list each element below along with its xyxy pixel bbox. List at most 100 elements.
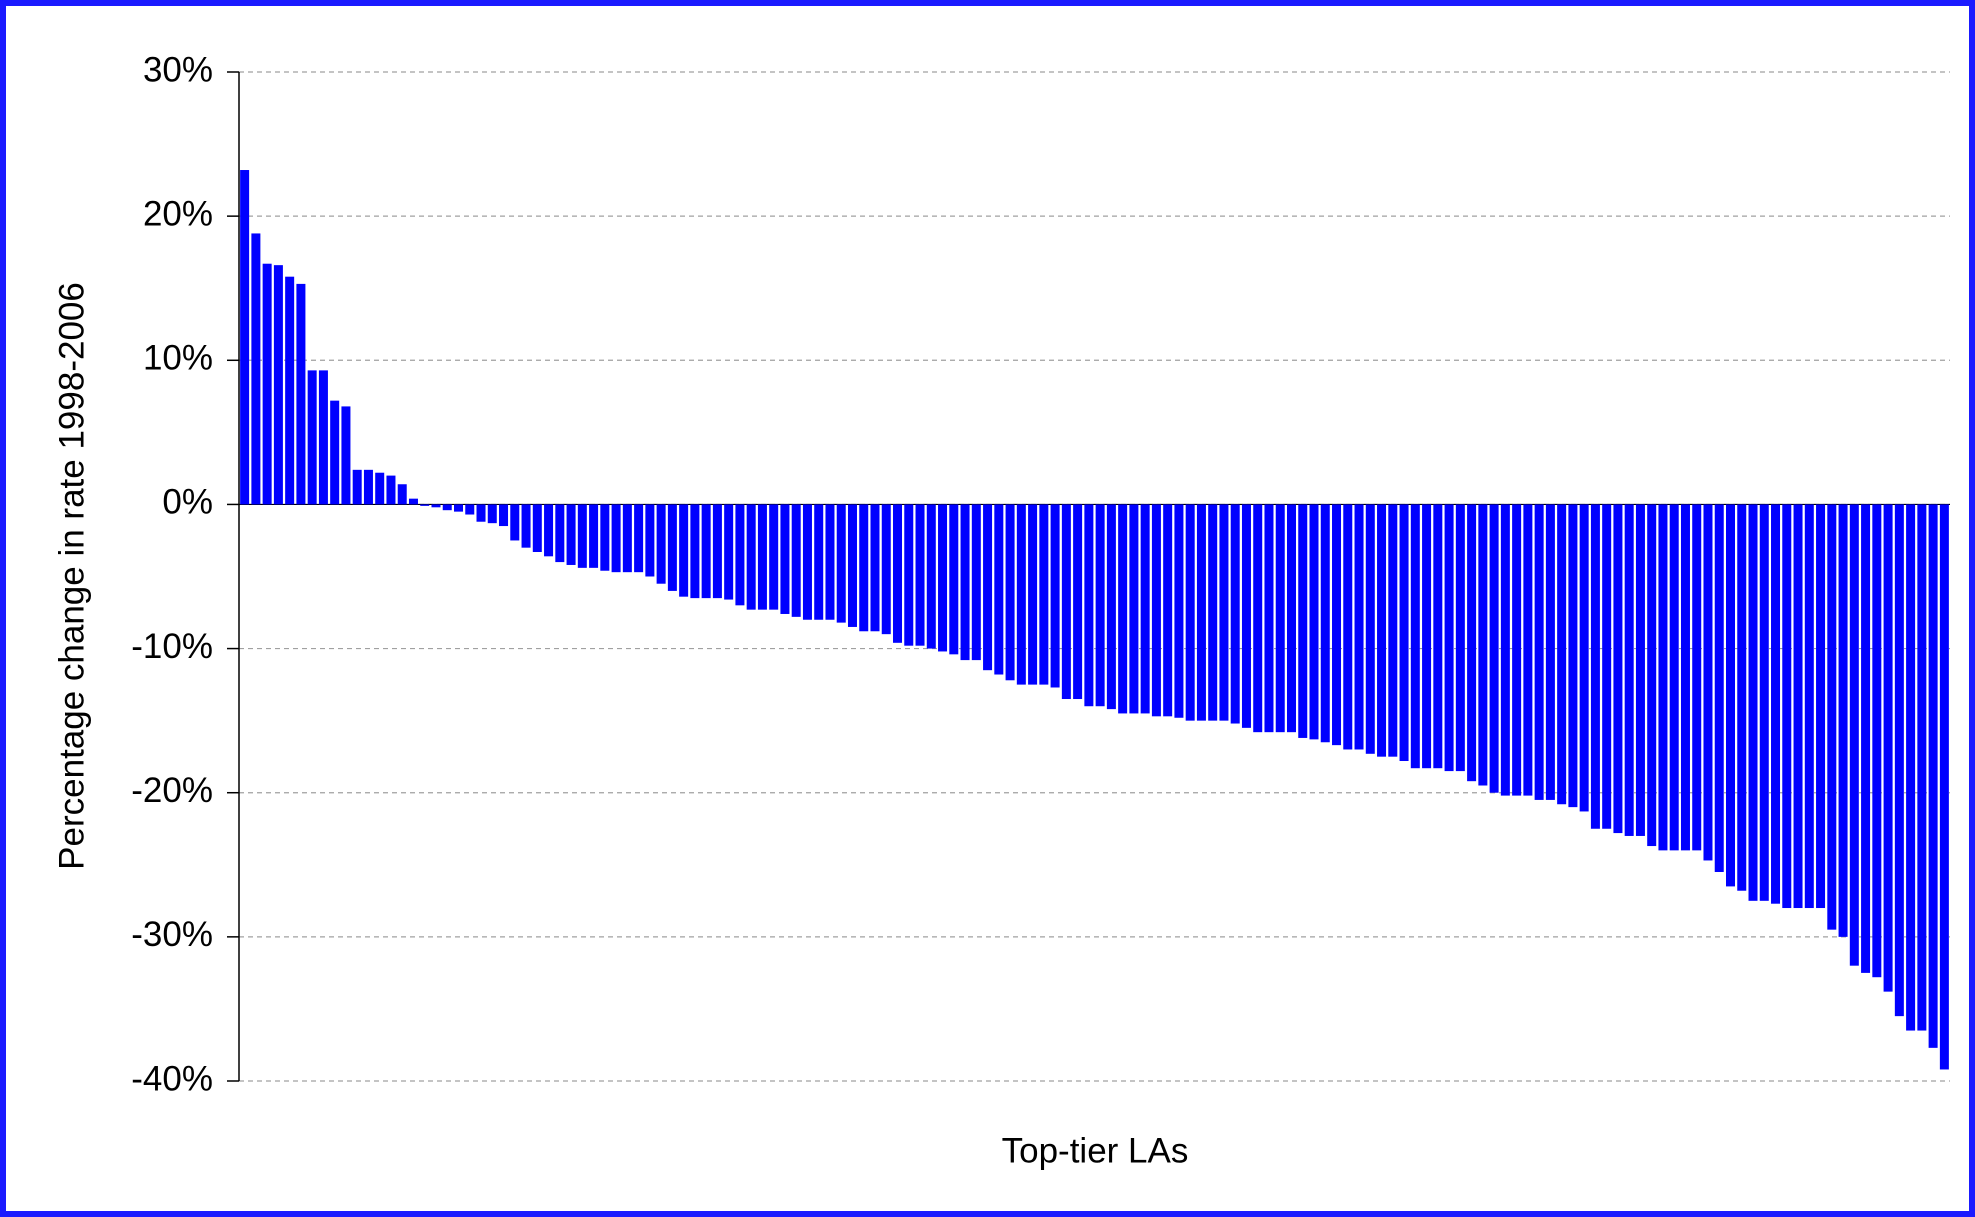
bar bbox=[1658, 504, 1668, 851]
bar bbox=[273, 265, 283, 505]
bar bbox=[847, 504, 857, 627]
bar bbox=[420, 504, 430, 506]
bar bbox=[397, 484, 407, 505]
bar bbox=[960, 504, 970, 661]
bar bbox=[1455, 504, 1465, 772]
bar bbox=[1793, 504, 1803, 909]
bar bbox=[1444, 504, 1454, 772]
bar bbox=[1804, 504, 1814, 909]
bar bbox=[1196, 504, 1206, 721]
bar bbox=[521, 504, 531, 548]
bar bbox=[1388, 504, 1398, 757]
bar bbox=[1073, 504, 1083, 700]
bar bbox=[1714, 504, 1724, 872]
bar bbox=[1106, 504, 1116, 710]
bar bbox=[1816, 504, 1826, 909]
bar bbox=[994, 504, 1004, 675]
bar bbox=[769, 504, 779, 610]
bar bbox=[1917, 504, 1927, 1031]
y-tick-label: -30% bbox=[131, 915, 213, 954]
bar bbox=[1703, 504, 1713, 861]
bar bbox=[1422, 504, 1432, 769]
bar bbox=[1512, 504, 1522, 796]
bar bbox=[1230, 504, 1240, 724]
bar bbox=[1253, 504, 1263, 733]
bar bbox=[735, 504, 745, 606]
bar bbox=[1467, 504, 1477, 782]
y-tick-label: -20% bbox=[131, 771, 213, 810]
bar bbox=[780, 504, 790, 614]
bar bbox=[1849, 504, 1859, 966]
y-tick-label: 0% bbox=[162, 483, 213, 522]
bar bbox=[622, 504, 632, 573]
bar bbox=[656, 504, 666, 584]
y-tick-label: -10% bbox=[131, 627, 213, 666]
bar bbox=[791, 504, 801, 617]
bar bbox=[971, 504, 981, 661]
bar bbox=[679, 504, 689, 597]
bar bbox=[1759, 504, 1769, 901]
bar bbox=[983, 504, 993, 671]
bar bbox=[881, 504, 891, 635]
bar bbox=[1872, 504, 1882, 978]
bar bbox=[634, 504, 644, 573]
bar bbox=[1771, 504, 1781, 904]
bar bbox=[1635, 504, 1645, 836]
bar bbox=[1354, 504, 1364, 750]
bar bbox=[1557, 504, 1567, 805]
bar bbox=[757, 504, 767, 610]
bar bbox=[1692, 504, 1702, 851]
bar bbox=[1748, 504, 1758, 901]
bar bbox=[1782, 504, 1792, 909]
bar bbox=[262, 263, 272, 505]
bar bbox=[746, 504, 756, 610]
bar bbox=[1906, 504, 1916, 1031]
bar bbox=[926, 504, 936, 649]
bar bbox=[330, 400, 340, 505]
bar bbox=[949, 504, 959, 655]
bar bbox=[442, 504, 452, 511]
bar bbox=[1725, 504, 1735, 887]
x-axis-title: Top-tier LAs bbox=[1002, 1131, 1189, 1170]
y-tick-label: 10% bbox=[143, 339, 213, 378]
bar bbox=[893, 504, 903, 643]
bar bbox=[363, 469, 373, 505]
bar bbox=[1365, 504, 1375, 754]
bar bbox=[1140, 504, 1150, 714]
bar bbox=[1489, 504, 1499, 793]
bar bbox=[1151, 504, 1161, 717]
bar bbox=[1928, 504, 1938, 1048]
bar bbox=[938, 504, 948, 652]
bar bbox=[1838, 504, 1848, 937]
bar bbox=[1039, 504, 1049, 685]
bar bbox=[1005, 504, 1015, 681]
bar bbox=[701, 504, 711, 599]
bar bbox=[1579, 504, 1589, 812]
bar bbox=[1050, 504, 1060, 688]
bar bbox=[1523, 504, 1533, 796]
bar bbox=[645, 504, 655, 577]
bar bbox=[1410, 504, 1420, 769]
bar bbox=[240, 170, 250, 505]
y-tick-label: -40% bbox=[131, 1059, 213, 1098]
bar bbox=[251, 233, 261, 505]
bar bbox=[915, 504, 925, 646]
bar bbox=[1545, 504, 1555, 800]
bar bbox=[1939, 504, 1949, 1070]
bar bbox=[1118, 504, 1128, 714]
bar bbox=[375, 472, 385, 505]
bar bbox=[476, 504, 486, 522]
bar bbox=[510, 504, 520, 541]
bar bbox=[1613, 504, 1623, 834]
bar bbox=[544, 504, 554, 557]
bar bbox=[1894, 504, 1904, 1017]
bar bbox=[870, 504, 880, 632]
bar bbox=[1861, 504, 1871, 973]
bar bbox=[825, 504, 835, 620]
bar bbox=[1680, 504, 1690, 851]
bar bbox=[307, 370, 317, 505]
bar bbox=[1264, 504, 1274, 733]
bar bbox=[1275, 504, 1285, 733]
